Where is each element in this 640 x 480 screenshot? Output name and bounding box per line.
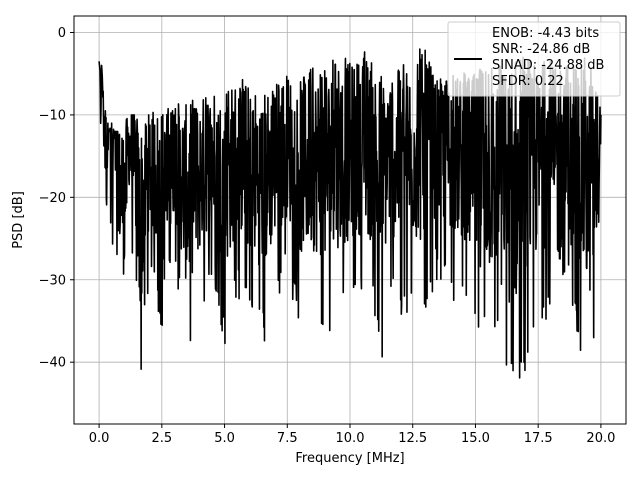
x-tick-label: 15.0 xyxy=(461,431,490,446)
y-tick-label: −10 xyxy=(39,108,66,123)
legend-snr: SNR: -24.86 dB xyxy=(492,42,590,57)
psd-series-line xyxy=(98,48,602,379)
plot-area xyxy=(98,48,602,379)
x-tick-label: 17.5 xyxy=(524,431,553,446)
x-tick-label: 20.0 xyxy=(586,431,615,446)
legend: ENOB: -4.43 bits SNR: -24.86 dB SINAD: -… xyxy=(447,21,621,97)
x-axis-label: Frequency [MHz] xyxy=(295,451,404,466)
x-tick-label: 7.5 xyxy=(277,431,298,446)
ticks: 0.0 2.5 5.0 7.5 10.0 12.5 15.0 17.5 20.0 0 −10 −20 −… xyxy=(39,26,616,446)
legend-box xyxy=(447,21,621,97)
legend-sinad: SINAD: -24.88 dB xyxy=(492,58,604,73)
x-tick-label: 10.0 xyxy=(336,431,365,446)
y-tick-label: −20 xyxy=(39,191,66,206)
x-tick-label: 0.0 xyxy=(89,431,110,446)
legend-sfdr: SFDR: 0.22 xyxy=(492,74,564,89)
y-axis-label: PSD [dB] xyxy=(11,191,26,249)
x-tick-label: 5.0 xyxy=(214,431,235,446)
y-tick-label: 0 xyxy=(58,26,66,41)
y-tick-label: −40 xyxy=(39,356,66,371)
y-tick-label: −30 xyxy=(39,273,66,288)
x-tick-label: 2.5 xyxy=(151,431,172,446)
legend-enob: ENOB: -4.43 bits xyxy=(492,26,599,41)
x-tick-label: 12.5 xyxy=(398,431,427,446)
